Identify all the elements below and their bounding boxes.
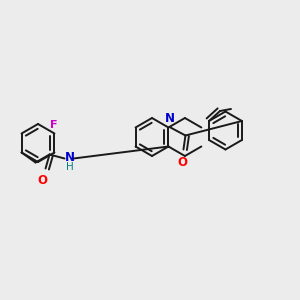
Text: N: N xyxy=(164,112,175,124)
Text: H: H xyxy=(66,161,74,172)
Text: N: N xyxy=(64,151,74,164)
Text: O: O xyxy=(178,155,188,169)
Text: O: O xyxy=(38,175,47,188)
Text: F: F xyxy=(50,121,57,130)
